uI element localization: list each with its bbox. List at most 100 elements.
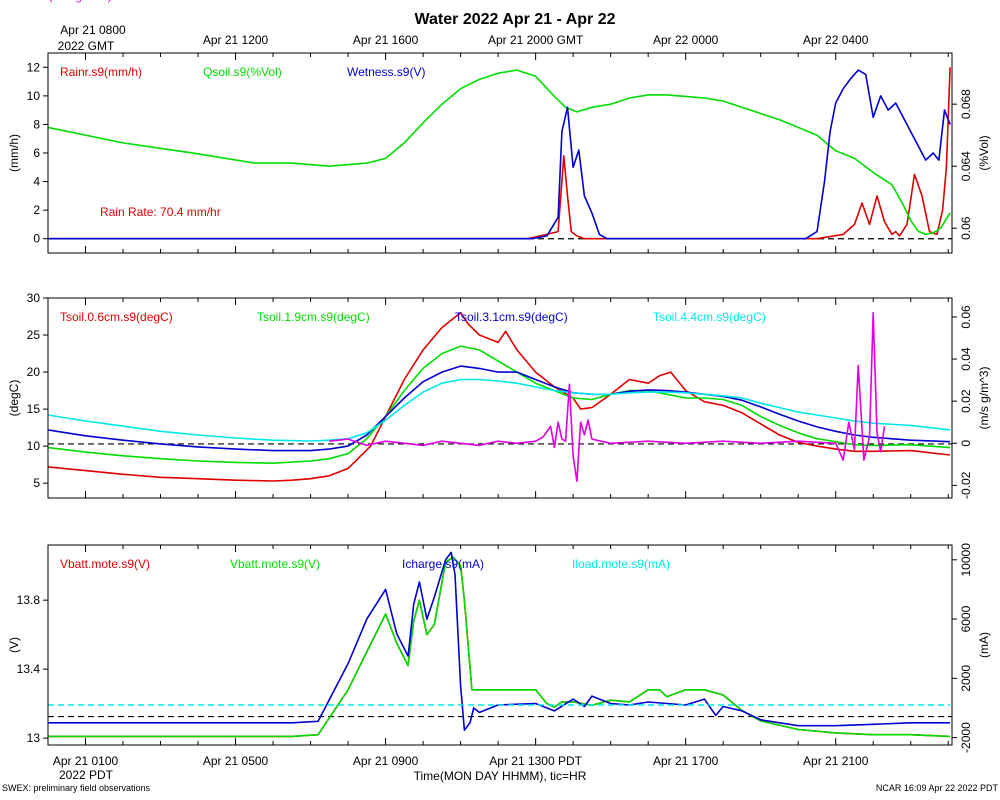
y-tick-label: 25 <box>27 328 41 342</box>
bottom-time-label: Apr 21 2100 <box>803 754 869 768</box>
y-tick-label: 5 <box>33 476 40 490</box>
top-time-label: Apr 21 1600 <box>353 33 419 47</box>
legend-entry: Wetness.s9(V) <box>347 65 425 79</box>
bottom-time-label: Apr 21 0500 <box>203 754 269 768</box>
series-line-1 <box>48 556 951 738</box>
y-tick-label: 2 <box>33 203 40 217</box>
y-tick-label-right: 0 <box>959 440 973 447</box>
bottom-time-label: Apr 21 0100 <box>53 754 119 768</box>
panel-3: 13 13.4 13.8 (V) -2000 2000 6000 10000 (mA) Vbatt… <box>7 543 991 753</box>
legend-entry: Iload.mote.s9(mA) <box>572 557 670 571</box>
y-tick-label-right: 10000 <box>959 543 973 577</box>
y-tick-label-right: 6000 <box>959 605 973 632</box>
legend: Tsoil.0.6cm.s9(degC) Tsoil.1.9cm.s9(degC)… <box>0 0 766 324</box>
top-time-label-sub: 2022 GMT <box>58 39 115 53</box>
y-tick-label: 30 <box>27 291 41 305</box>
y-tick-label-right: 0.06 <box>959 305 973 329</box>
y-tick-label: 13 <box>27 731 41 745</box>
panels: 0 2 4 6 8 10 12 (mm/h) 0.06 0.06 4 0.068 (%Vol) Rainr… <box>0 0 991 753</box>
chart-title: Water 2022 Apr 21 - Apr 22 <box>415 11 616 28</box>
y-tick-label: 0 <box>33 232 40 246</box>
y-tick-label: 20 <box>27 365 41 379</box>
right-axis: -2000 2000 6000 10000 (mA) <box>952 543 991 753</box>
top-time-labels: Apr 21 0800 2022 GMT Apr 21 1200 Apr 21 160… <box>58 23 869 53</box>
rain-rate-annotation: Rain Rate: 70.4 mm/hr <box>100 205 221 219</box>
legend: Rainr.s9(mm/h) Qsoil.s9(%Vol) Wetness.s9(V… <box>60 65 425 79</box>
legend-entry: Qsoil.s9(%Vol) <box>203 65 282 79</box>
series-line-2 <box>48 556 951 738</box>
y-tick-label-right: 2000 <box>959 665 973 692</box>
legend-entry: Vbatt.mote.s9(V) <box>230 557 320 571</box>
y-axis-label-left: (mm/h) <box>7 134 21 172</box>
y-tick-label-right: 0.06 <box>959 216 973 240</box>
series-line-2 <box>48 69 951 236</box>
bottom-time-label: Apr 21 0900 <box>353 754 419 768</box>
y-axis-label-left: (degC) <box>7 380 21 417</box>
y-tick-label: 10 <box>27 89 41 103</box>
series-line-1 <box>48 311 951 482</box>
legend-entry: w'co2'.s9(m/s g/m^3) <box>0 0 112 3</box>
series-line-4 <box>48 378 951 442</box>
series-line-5 <box>329 311 886 483</box>
y-tick-label-right: 0.04 <box>959 347 973 371</box>
footer-right: NCAR 16:09 Apr 22 2022 PDT <box>876 783 999 793</box>
series-line-2 <box>48 345 951 465</box>
legend: Vbatt.mote.s9(V) Vbatt.mote.s9(V) Icharge.… <box>60 557 670 571</box>
legend-entry: Tsoil.3.1cm.s9(degC) <box>455 310 568 324</box>
legend-entry: Tsoil.0.6cm.s9(degC) <box>60 310 173 324</box>
panel-1: 0 2 4 6 8 10 12 (mm/h) 0.06 0.064 0.068 (%Vol) Rainr… <box>7 52 991 254</box>
right-axis: -0.02 0 0.02 0.04 0.06 (m/s g/m^3) <box>952 305 991 499</box>
series-line-3 <box>48 551 951 732</box>
bottom-time-label-sub: 2022 PDT <box>59 768 114 782</box>
y-axis-label-right: (m/s g/m^3) <box>977 367 991 430</box>
legend-entry: Tsoil.1.9cm.s9(degC) <box>257 310 370 324</box>
x-hour-ticks <box>47 545 949 745</box>
x-hour-ticks <box>47 53 949 253</box>
plot-frame <box>47 52 953 254</box>
series-group <box>48 311 952 483</box>
series-line-3 <box>48 365 951 452</box>
y-axis-label-right: (%Vol) <box>977 135 991 170</box>
footer-left: SWEX: preliminary field observations <box>2 783 151 793</box>
y-tick-label: 10 <box>27 439 41 453</box>
right-axis: 0.06 0.064 0.068 (%Vol) <box>952 89 991 240</box>
bottom-time-label: Apr 21 1700 <box>653 754 719 768</box>
x-hour-ticks <box>47 298 949 498</box>
legend-entry: Rainr.s9(mm/h) <box>60 65 142 79</box>
left-axis: 5 10 15 20 25 30 (degC) <box>7 291 48 490</box>
plot-frame <box>47 544 953 746</box>
y-axis-label-left: (V) <box>7 637 21 653</box>
plot-frame <box>47 297 953 499</box>
left-axis: 13 13.4 13.8 (V) <box>7 593 48 745</box>
y-tick-label-right: 0.068 <box>959 89 973 119</box>
y-tick-label: 4 <box>33 175 40 189</box>
series-line-3 <box>48 69 951 240</box>
bottom-time-label: Apr 21 1300 PDT <box>489 754 582 768</box>
legend-entry: Icharge.s9(mA) <box>402 557 484 571</box>
y-tick-label: 6 <box>33 146 40 160</box>
top-time-label: Apr 21 1200 <box>203 33 269 47</box>
y-tick-label: 13.4 <box>17 662 41 676</box>
y-tick-label: 12 <box>27 60 41 74</box>
y-tick-label-right: -0.02 <box>959 471 973 499</box>
legend-entry: Vbatt.mote.s9(V) <box>60 557 150 571</box>
top-time-label: Apr 21 0800 <box>60 23 126 37</box>
legend-entry: Tsoil.4.4cm.s9(degC) <box>653 310 766 324</box>
top-time-label: Apr 21 2000 GMT <box>488 33 584 47</box>
x-axis-label: Time(MON DAY HHMM), tic=HR <box>414 769 587 783</box>
y-tick-label-right: -2000 <box>959 722 973 753</box>
series-group <box>48 551 952 738</box>
y-tick-label: 15 <box>27 402 41 416</box>
top-time-label: Apr 22 0400 <box>803 33 869 47</box>
y-axis-label-right: (mA) <box>977 632 991 658</box>
y-tick-label: 13.8 <box>17 593 41 607</box>
series-line-1 <box>48 67 951 240</box>
top-time-label: Apr 22 0000 <box>653 33 719 47</box>
series-group <box>48 67 952 240</box>
left-axis: 0 2 4 6 8 10 12 (mm/h) <box>7 60 48 246</box>
y-tick-label: 8 <box>33 117 40 131</box>
y-tick-label-right: 0.02 <box>959 389 973 413</box>
panel-2: 51015202530(degC)-0.0200.020.040.06(m/s … <box>0 0 991 499</box>
